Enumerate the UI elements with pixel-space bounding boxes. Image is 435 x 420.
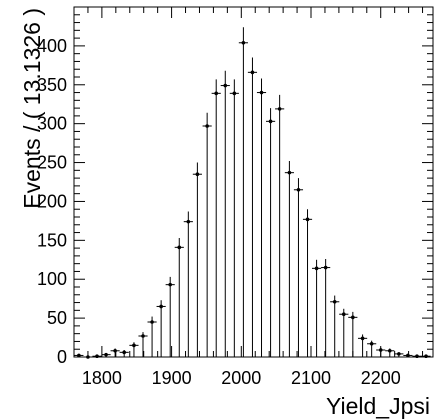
point-marker	[415, 354, 419, 359]
data-point	[165, 276, 175, 357]
data-point	[339, 308, 349, 357]
data-point	[266, 108, 276, 357]
data-point	[156, 300, 166, 357]
data-points	[74, 27, 431, 359]
data-point	[138, 332, 148, 357]
point-marker	[424, 354, 428, 359]
y-axis: 0 50 100 150 200 250 300 350 400	[37, 6, 433, 367]
data-point	[385, 348, 395, 357]
x-tick-label: 2000	[221, 368, 261, 388]
data-point	[376, 347, 386, 357]
point-marker	[323, 265, 328, 270]
point-marker	[159, 304, 163, 309]
point-marker	[378, 348, 383, 352]
y-tick-label: 250	[37, 153, 67, 173]
point-marker	[104, 352, 108, 357]
point-marker	[250, 70, 255, 75]
point-marker	[287, 170, 292, 175]
point-marker	[77, 353, 81, 358]
data-point	[119, 350, 129, 357]
point-marker	[113, 348, 117, 353]
data-point	[412, 354, 422, 359]
y-tick-label: 400	[37, 36, 67, 56]
point-marker	[360, 336, 365, 341]
point-marker	[314, 266, 319, 271]
x-tick-label: 2200	[361, 368, 401, 388]
data-point	[403, 353, 413, 358]
data-point	[394, 352, 404, 357]
data-point	[238, 27, 248, 357]
data-point	[74, 353, 84, 358]
point-marker	[387, 348, 392, 353]
point-marker	[186, 219, 191, 224]
x-tick-label: 1800	[82, 368, 122, 388]
y-axis-title: Events / ( 13.1326 )	[19, 8, 45, 209]
point-marker	[369, 341, 374, 346]
x-axis: 1800 1900 2000 2100 2200	[73, 7, 424, 388]
y-tick-label: 300	[37, 114, 67, 134]
data-point	[247, 57, 258, 357]
point-marker	[195, 172, 200, 177]
point-marker	[95, 354, 99, 359]
point-marker	[277, 107, 282, 111]
y-tick-label: 0	[57, 347, 67, 367]
data-point	[92, 354, 102, 359]
data-point	[275, 94, 285, 357]
data-point	[211, 79, 221, 357]
x-tick-label: 1900	[152, 368, 192, 388]
data-point	[83, 355, 93, 359]
data-point	[192, 162, 202, 357]
data-point	[330, 295, 340, 357]
point-marker	[86, 355, 90, 359]
data-point	[147, 316, 157, 357]
point-marker	[205, 124, 209, 128]
data-point	[129, 342, 139, 357]
plot-frame	[73, 6, 434, 358]
point-marker	[177, 245, 182, 250]
y-tick-label: 50	[47, 308, 67, 328]
data-point	[183, 211, 193, 357]
point-marker	[168, 282, 172, 287]
data-point	[348, 311, 358, 357]
point-marker	[259, 90, 264, 95]
y-tick-label: 100	[37, 269, 67, 289]
data-point	[101, 352, 111, 357]
data-point	[367, 340, 377, 357]
x-axis-title: Yield_Jpsi	[326, 393, 430, 419]
data-point	[312, 259, 322, 357]
y-tick-label: 150	[37, 230, 67, 250]
point-marker	[305, 217, 310, 222]
point-marker	[150, 320, 154, 324]
point-marker	[223, 83, 228, 88]
point-marker	[241, 40, 246, 45]
data-point	[421, 354, 431, 359]
data-point	[284, 161, 294, 357]
data-point	[293, 178, 304, 357]
data-point	[256, 78, 267, 357]
point-marker	[132, 343, 136, 348]
point-marker	[214, 91, 219, 96]
data-point	[358, 334, 368, 357]
point-marker	[351, 315, 355, 320]
data-point	[110, 348, 120, 357]
point-marker	[232, 91, 237, 96]
point-marker	[332, 299, 337, 304]
data-point	[202, 112, 212, 357]
point-marker	[397, 352, 401, 356]
data-point	[220, 70, 230, 357]
y-tick-label: 350	[37, 75, 67, 95]
data-point	[174, 238, 184, 357]
point-marker	[122, 350, 126, 355]
data-point	[229, 79, 239, 357]
point-marker	[268, 119, 273, 124]
x-tick-label: 2100	[291, 368, 331, 388]
point-marker	[296, 187, 301, 192]
data-point	[302, 209, 313, 357]
point-marker	[406, 353, 410, 358]
data-point	[321, 259, 331, 357]
y-tick-label: 200	[37, 191, 67, 211]
point-marker	[141, 334, 145, 338]
point-marker	[341, 312, 346, 317]
